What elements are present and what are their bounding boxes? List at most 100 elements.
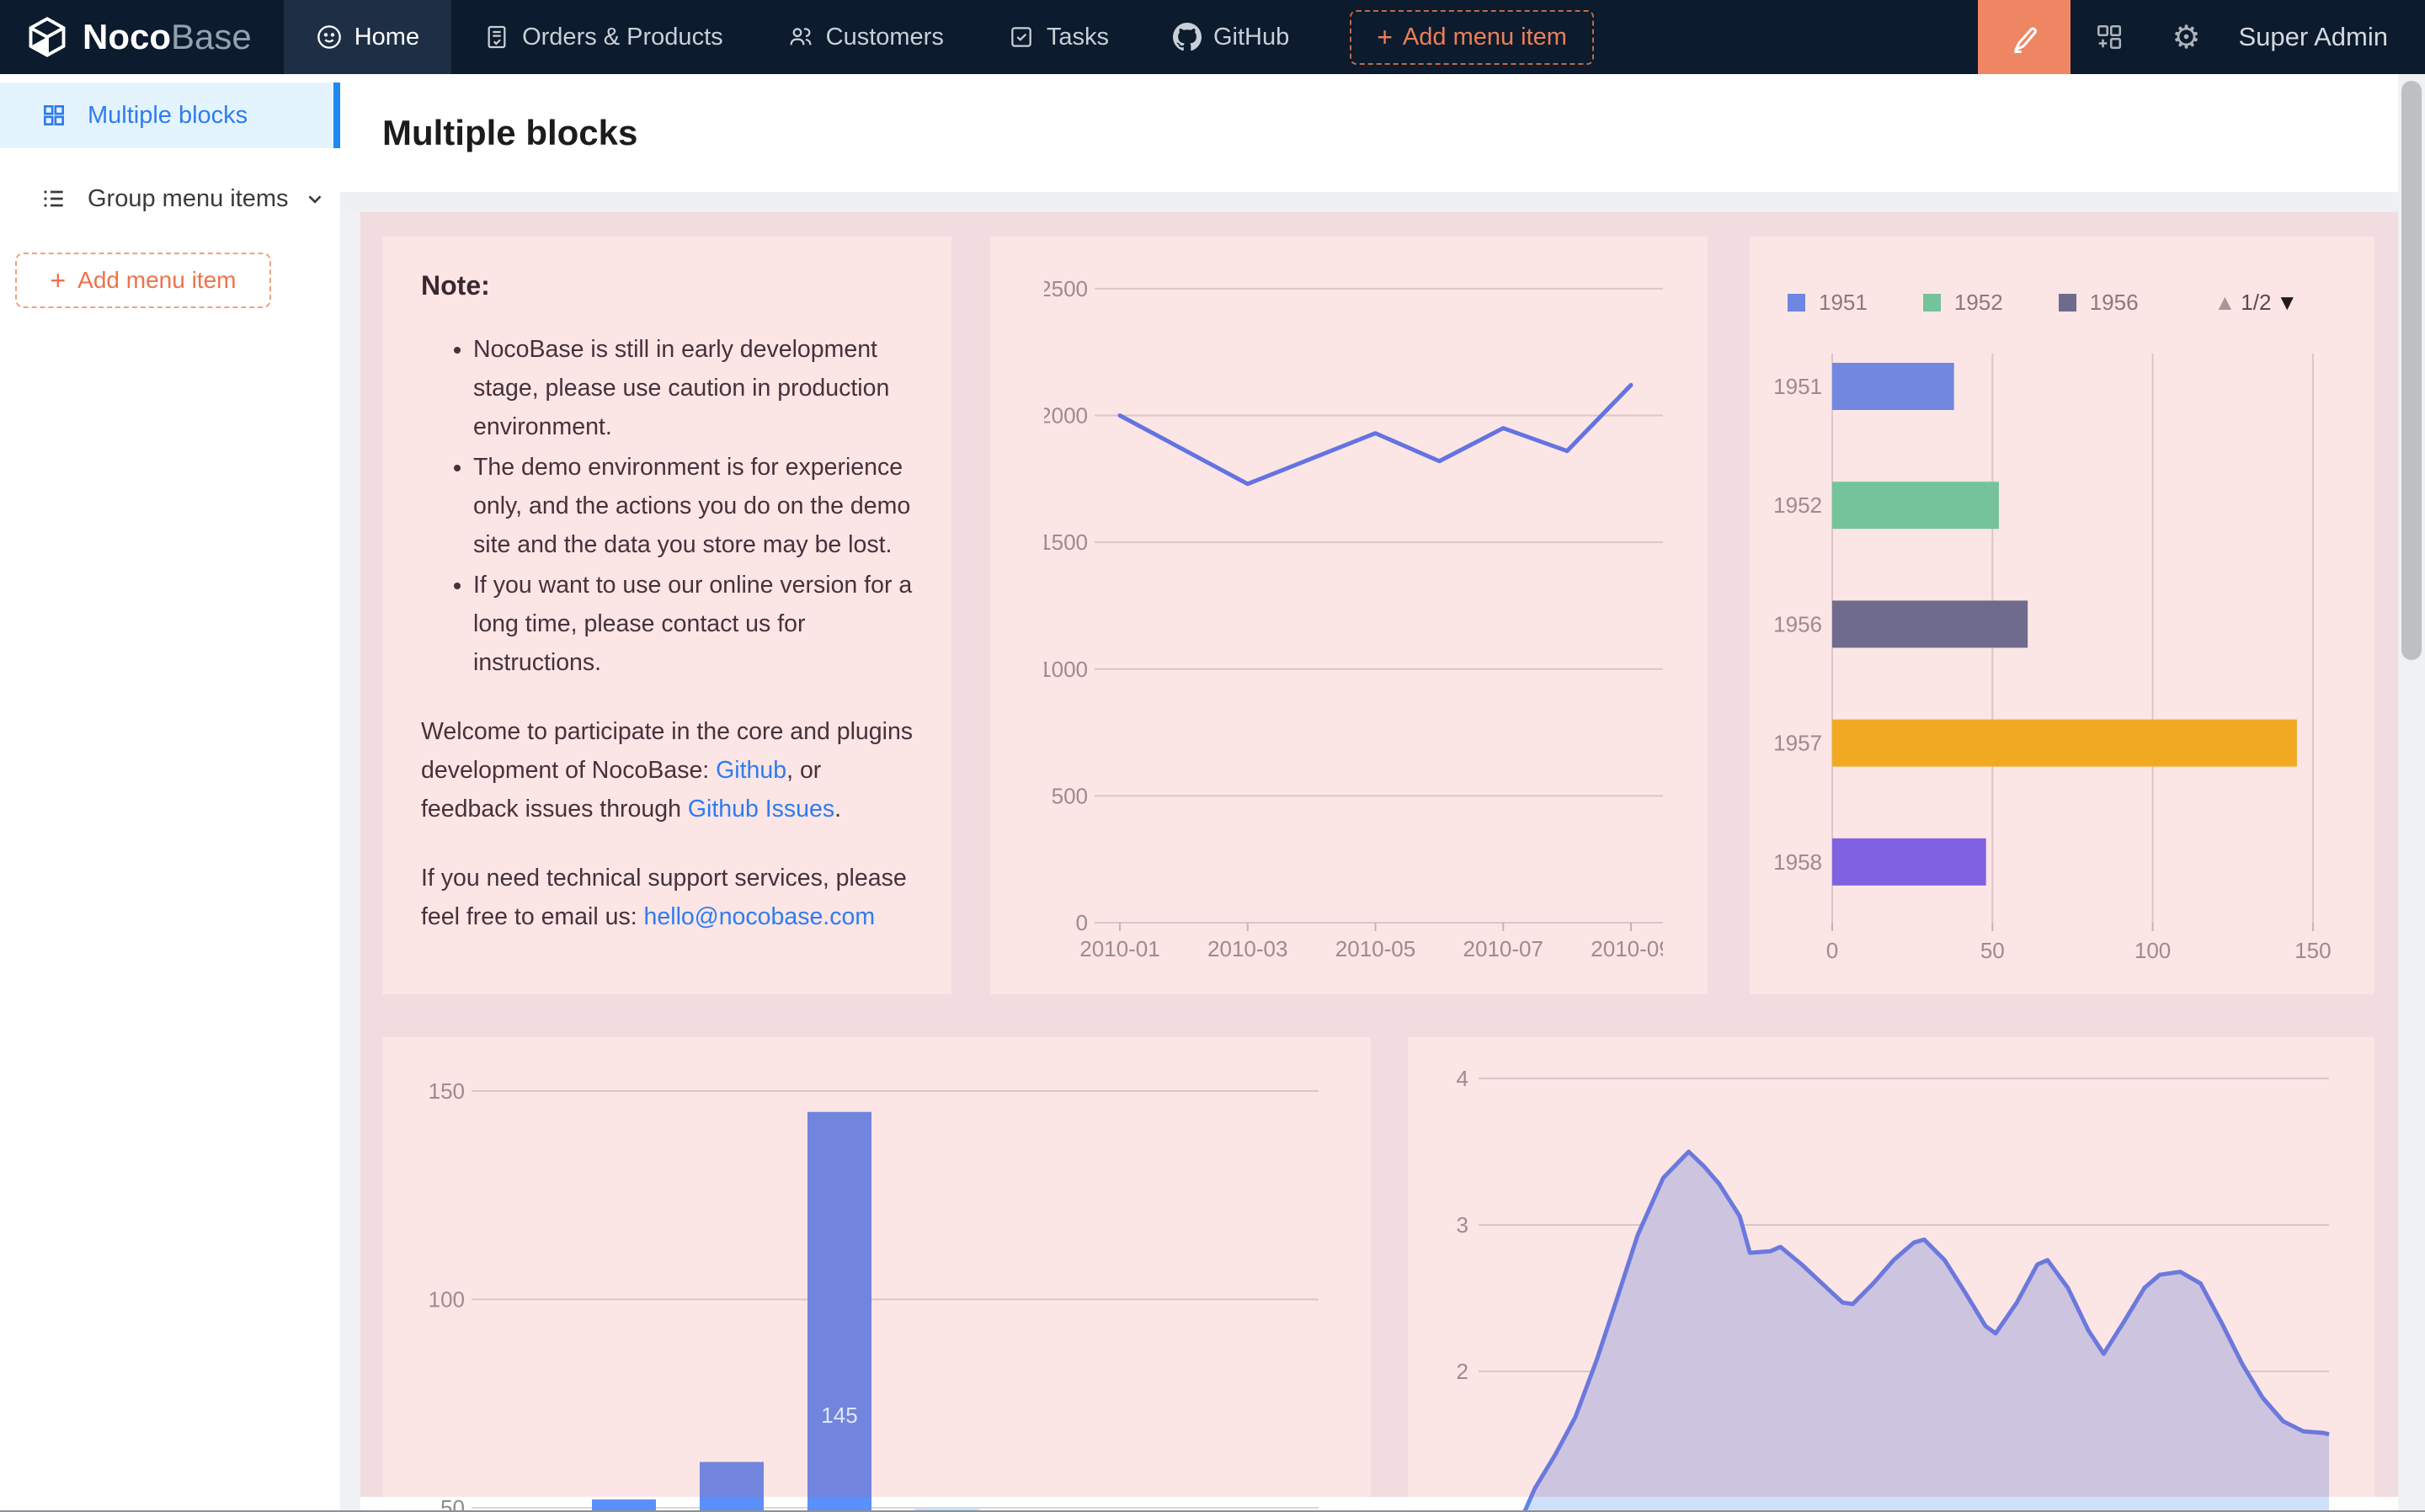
nocobase-logo[interactable]: NocoBase	[0, 0, 284, 74]
y-tick-label: 150	[429, 1078, 465, 1104]
plugin-blocks-icon	[2094, 22, 2124, 52]
settings-button[interactable]: ⚙	[2148, 0, 2225, 74]
legend-page-number: 1/2	[2241, 290, 2272, 315]
legend-page-down-icon[interactable]: ▼	[2276, 290, 2299, 315]
bar	[592, 1499, 656, 1512]
area-chart: 4 3 2	[1457, 1066, 2330, 1512]
y-tick-label: 100	[429, 1287, 465, 1312]
x-tick-label: 100	[2135, 938, 2171, 963]
legend-marker	[1788, 294, 1805, 311]
nav-item-label: GitHub	[1212, 23, 1290, 51]
x-tick-label: 2010-07	[1463, 936, 1543, 960]
bar	[807, 1111, 871, 1497]
x-tick-label: 0	[1826, 938, 1838, 963]
sidebar-add-menu-item-button[interactable]: + Add menu item	[15, 253, 271, 308]
plugin-blocks-button[interactable]	[2071, 0, 2148, 74]
bar	[1832, 600, 2028, 648]
customers-people-icon	[787, 24, 814, 51]
note-bullet: The demo environment is for experience o…	[473, 448, 918, 564]
sidebar: Multiple blocks Group menu items + Add m…	[0, 74, 340, 1512]
page-title: Multiple blocks	[382, 113, 638, 152]
settings-gear-icon: ⚙	[2172, 19, 2201, 56]
legend-marker	[2058, 294, 2076, 311]
user-menu[interactable]: Super Admin	[2225, 0, 2425, 74]
brand-base: Base	[171, 17, 252, 56]
y-tick-label: 3	[1457, 1212, 1468, 1238]
nav-item-github[interactable]: GitHub	[1141, 0, 1321, 74]
nocobase-cube-icon	[25, 15, 69, 59]
note-block-card: Note: NocoBase is still in early develop…	[382, 237, 951, 994]
x-tick-label: 2010-01	[1079, 936, 1159, 960]
nav-item-tasks[interactable]: Tasks	[976, 0, 1141, 74]
nav-add-menu-item-button[interactable]: + Add menu item	[1350, 9, 1594, 65]
email-link[interactable]: hello@nocobase.com	[643, 903, 876, 930]
bar	[700, 1497, 764, 1512]
x-tick-label: 50	[1980, 938, 2005, 963]
legend-item[interactable]: 1951	[1788, 290, 1868, 316]
legend-marker	[1922, 294, 1941, 311]
y-tick-label: 2	[1457, 1359, 1468, 1384]
sidebar-item-multiple-blocks[interactable]: Multiple blocks	[0, 83, 340, 148]
category-label: 1951	[1773, 374, 1822, 399]
note-bullet: NocoBase is still in early development s…	[473, 330, 918, 446]
plus-icon: +	[1377, 22, 1393, 52]
x-tick-label: 2010-09	[1591, 936, 1663, 960]
x-tick-label: 150	[2294, 938, 2331, 963]
bar	[1832, 363, 1954, 410]
note-title: Note:	[421, 270, 490, 301]
category-label: 1952	[1773, 492, 1822, 518]
x-tick-label: 2010-03	[1207, 936, 1287, 960]
y-tick-label: 1000	[1044, 657, 1088, 682]
grid-blocks-icon	[40, 102, 67, 129]
user-name: Super Admin	[2238, 22, 2389, 51]
sidebar-item-label: Group menu items	[88, 184, 289, 212]
sidebar-item-label: Multiple blocks	[88, 101, 248, 129]
area-line	[1528, 1149, 2330, 1497]
chart-legend: 1951 1952 1956 ▲ 1/2 ▼	[1788, 290, 2298, 316]
nav-item-orders-products[interactable]: Orders & Products	[451, 0, 755, 74]
horizontal-bar-chart: 0 50 100 150 1951 1952 1956 1957 1958	[1773, 354, 2332, 963]
y-tick-label: 2500	[1044, 276, 1088, 301]
nav-item-home[interactable]: Home	[283, 0, 452, 74]
bar	[915, 1508, 979, 1512]
legend-item[interactable]: 1956	[2058, 290, 2139, 316]
sidebar-item-group-menu-items[interactable]: Group menu items	[0, 168, 340, 229]
nav-item-label: Customers	[825, 23, 944, 51]
ui-editor-button[interactable]	[1977, 0, 2071, 74]
nav-item-label: Tasks	[1046, 23, 1109, 51]
vertical-bar-chart-card	[382, 1037, 1371, 1497]
brand-noco: Noco	[83, 17, 171, 56]
y-tick-label: 4	[1457, 1066, 1468, 1091]
y-tick-label: 0	[1076, 910, 1088, 935]
y-tick-label: 50	[440, 1495, 465, 1512]
header-divider-band	[340, 192, 2425, 212]
nav-item-label: Home	[354, 23, 420, 51]
bar	[1832, 482, 1999, 530]
github-link[interactable]: Github	[716, 757, 787, 784]
bar	[700, 1461, 764, 1497]
y-tick-label: 1500	[1044, 530, 1088, 555]
scrollbar-thumb[interactable]	[2401, 81, 2422, 660]
note-bullet: If you want to use our online version fo…	[473, 566, 918, 682]
page-header: Multiple blocks	[340, 74, 2425, 192]
y-tick-label: 500	[1052, 783, 1088, 808]
legend-pager: ▲ 1/2 ▼	[2214, 290, 2299, 316]
category-label: 1957	[1773, 731, 1822, 756]
chevron-down-icon	[304, 188, 326, 210]
bar	[807, 1497, 871, 1512]
top-nav: NocoBase Home Orders & Products Customer…	[0, 0, 2425, 74]
vertical-bar-chart: 150 100 50 145	[429, 1078, 1319, 1512]
legend-item[interactable]: 1952	[1922, 290, 2003, 316]
plus-icon: +	[50, 264, 67, 295]
active-indicator	[333, 83, 340, 148]
nav-item-customers[interactable]: Customers	[755, 0, 976, 74]
y-tick-label: 2000	[1044, 403, 1088, 429]
legend-page-up-icon[interactable]: ▲	[2214, 290, 2236, 315]
bar	[1832, 838, 1986, 886]
github-issues-link[interactable]: Github Issues	[687, 796, 835, 823]
category-label: 1956	[1773, 611, 1822, 636]
area-fill	[1524, 1497, 2329, 1512]
line-series	[1117, 382, 1634, 487]
ui-editor-highlighter-icon	[2007, 20, 2041, 54]
tasks-checkbox-icon	[1008, 24, 1035, 51]
